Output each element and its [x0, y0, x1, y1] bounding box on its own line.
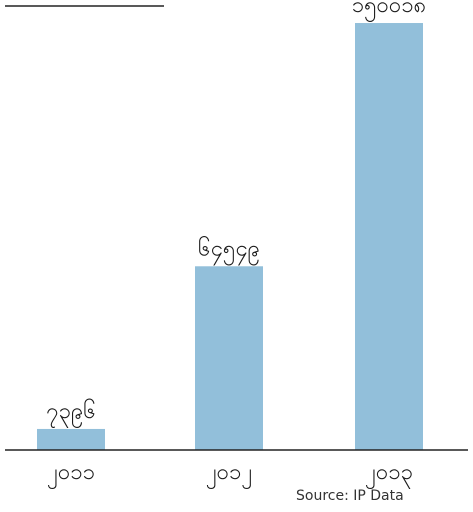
source-note: Source: IP Data	[296, 488, 404, 504]
data-label-0: ၇၃၉၆	[46, 398, 96, 428]
bar-2	[355, 23, 423, 450]
x-tick-label-0: ၂၀၁၁	[47, 460, 95, 489]
data-label-1: ၆၄၅၄၉	[198, 235, 260, 265]
bar-0	[37, 428, 105, 450]
x-tick-label-2: ၂၀၁၃	[365, 460, 413, 489]
bar-1	[195, 266, 263, 450]
bars	[37, 23, 423, 450]
data-labels: ၇၃၉၆ ၆၄၅၄၉ ၁၅၀၀၁၈	[46, 0, 426, 428]
data-label-2: ၁၅၀၀၁၈	[352, 0, 426, 22]
x-tick-labels: ၂၀၁၁ ၂၀၁၂ ၂၀၁၃	[47, 460, 413, 489]
x-tick-label-1: ၂၀၁၂	[206, 460, 252, 489]
